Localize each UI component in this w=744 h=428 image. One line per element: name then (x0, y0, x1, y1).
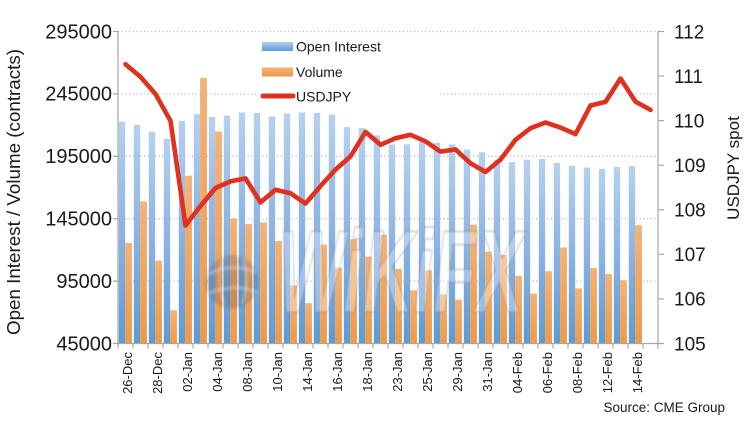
svg-text:31-Jan: 31-Jan (480, 352, 495, 392)
svg-text:245000: 245000 (45, 84, 112, 106)
svg-text:08-Jan: 08-Jan (240, 352, 255, 392)
svg-text:111: 111 (674, 67, 703, 88)
svg-text:WiKiFX: WiKiFX (278, 208, 527, 338)
svg-text:Open Interest / Volume (contra: Open Interest / Volume (contracts) (3, 49, 24, 335)
svg-text:Source: CME Group: Source: CME Group (603, 400, 725, 415)
svg-text:28-Dec: 28-Dec (150, 352, 165, 394)
svg-text:106: 106 (674, 290, 706, 311)
svg-text:145000: 145000 (45, 209, 112, 231)
svg-text:109: 109 (674, 156, 706, 177)
svg-text:Open Interest: Open Interest (296, 39, 381, 55)
svg-text:06-Feb: 06-Feb (540, 352, 555, 393)
svg-text:108: 108 (674, 201, 706, 222)
svg-text:112: 112 (674, 22, 704, 43)
svg-text:14-Feb: 14-Feb (630, 352, 645, 393)
svg-text:105: 105 (674, 334, 706, 355)
svg-text:04-Feb: 04-Feb (510, 352, 525, 393)
svg-text:26-Dec: 26-Dec (120, 352, 135, 394)
svg-text:04-Jan: 04-Jan (210, 352, 225, 392)
svg-text:95000: 95000 (56, 271, 112, 293)
svg-text:12-Feb: 12-Feb (600, 352, 615, 393)
svg-text:16-Jan: 16-Jan (330, 352, 345, 392)
svg-text:107: 107 (674, 245, 706, 266)
svg-text:18-Jan: 18-Jan (360, 352, 375, 392)
svg-text:110: 110 (674, 111, 704, 132)
svg-text:23-Jan: 23-Jan (390, 352, 405, 392)
svg-text:08-Feb: 08-Feb (570, 352, 585, 393)
svg-text:USDJPY spot: USDJPY spot (724, 116, 743, 220)
svg-text:29-Jan: 29-Jan (450, 352, 465, 392)
svg-text:25-Jan: 25-Jan (420, 352, 435, 392)
svg-text:45000: 45000 (56, 333, 112, 355)
svg-text:14-Jan: 14-Jan (300, 352, 315, 392)
svg-text:195000: 195000 (45, 146, 112, 168)
svg-text:10-Jan: 10-Jan (270, 352, 285, 392)
svg-text:Volume: Volume (296, 64, 343, 80)
svg-text:295000: 295000 (45, 21, 112, 43)
svg-text:USDJPY: USDJPY (296, 89, 352, 105)
svg-text:02-Jan: 02-Jan (180, 352, 195, 392)
